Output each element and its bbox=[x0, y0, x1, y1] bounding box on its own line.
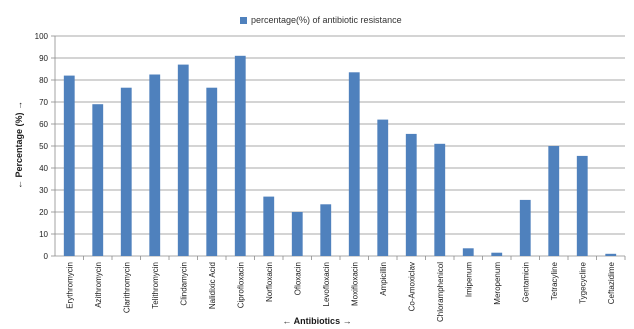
bar bbox=[63, 75, 75, 256]
x-tick-label: Tygecycline bbox=[578, 261, 587, 303]
x-tick-label: Gentamicin bbox=[521, 262, 530, 302]
x-axis-label: ← Antibiotics → bbox=[282, 316, 352, 326]
bar bbox=[434, 143, 446, 256]
bar bbox=[291, 212, 303, 256]
x-tick-label: Azithromycin bbox=[94, 262, 103, 308]
y-tick-label: 10 bbox=[39, 230, 48, 239]
bar bbox=[263, 196, 275, 256]
x-tick-label: Clindamycin bbox=[179, 262, 188, 306]
bar bbox=[377, 119, 389, 256]
bar bbox=[149, 74, 161, 256]
x-tick-label: Levofloxacin bbox=[322, 262, 331, 306]
y-tick-label: 90 bbox=[39, 54, 48, 63]
y-axis-label: ← Percentage (%) → bbox=[14, 100, 24, 190]
x-tick-label: Chloramphenicol bbox=[436, 262, 445, 322]
x-tick-label: Meropenum bbox=[493, 262, 502, 305]
bar bbox=[405, 133, 417, 256]
legend-swatch bbox=[240, 16, 247, 24]
bar bbox=[519, 199, 531, 256]
y-tick-label: 100 bbox=[35, 32, 49, 41]
x-tick-label: Moxifloxacin bbox=[350, 262, 359, 306]
bar bbox=[120, 87, 132, 256]
legend-label: percentage(%) of antibiotic resistance bbox=[251, 15, 402, 25]
x-tick-label: Erythromycin bbox=[65, 262, 74, 309]
x-tick-label: Telithromycin bbox=[151, 262, 160, 309]
bar bbox=[320, 204, 332, 256]
y-tick-label: 80 bbox=[39, 76, 48, 85]
x-tick-label: Imipenum bbox=[464, 262, 473, 297]
bar bbox=[177, 64, 189, 256]
bar bbox=[348, 72, 360, 256]
bar bbox=[92, 104, 104, 256]
y-tick-label: 50 bbox=[39, 142, 48, 151]
y-tick-label: 0 bbox=[44, 252, 49, 261]
x-tick-label: Tetracyline bbox=[550, 261, 559, 300]
bar bbox=[462, 248, 474, 256]
bar bbox=[548, 146, 560, 256]
bar bbox=[491, 252, 503, 256]
x-tick-label: Ofloxacin bbox=[293, 262, 302, 295]
x-tick-label: Co-Amoxiclav bbox=[407, 262, 416, 311]
bar bbox=[605, 253, 617, 256]
y-tick-label: 20 bbox=[39, 208, 48, 217]
x-tick-label: Nalidixic Acid bbox=[208, 262, 217, 309]
chart-legend: percentage(%) of antibiotic resistance bbox=[240, 13, 402, 27]
bar bbox=[234, 55, 246, 256]
y-tick-label: 60 bbox=[39, 120, 48, 129]
x-tick-label: Ampicillin bbox=[379, 262, 388, 296]
y-tick-label: 40 bbox=[39, 164, 48, 173]
y-tick-label: 70 bbox=[39, 98, 48, 107]
x-tick-label: Norfloxacin bbox=[265, 262, 274, 302]
x-tick-label: Ceftazidime bbox=[607, 261, 616, 304]
x-tick-label: Clarithromycin bbox=[122, 262, 131, 313]
y-tick-label: 30 bbox=[39, 186, 48, 195]
bar bbox=[206, 87, 218, 256]
bar bbox=[576, 155, 588, 256]
x-tick-label: Ciprofloxacin bbox=[236, 262, 245, 308]
